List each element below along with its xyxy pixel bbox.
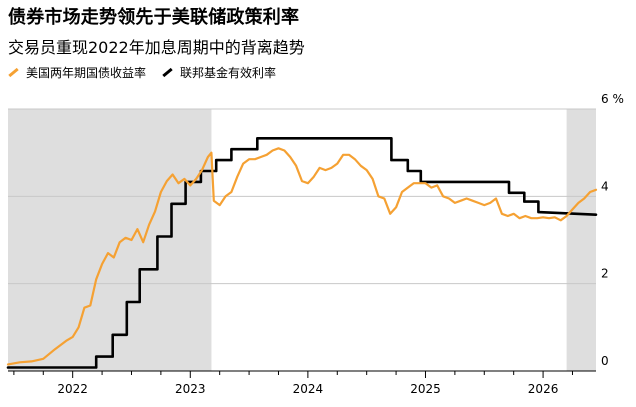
legend: 美国两年期国债收益率 联邦基金有效利率 [8, 64, 292, 81]
shaded-periods [8, 109, 596, 371]
y-tick-label: 6 % [601, 92, 624, 106]
series-line-fed-funds [6, 137, 598, 369]
y-axis: 6 % 4 2 0 [601, 92, 624, 368]
legend-item-fed-funds: 联邦基金有效利率 [162, 64, 276, 81]
chart-subtitle: 交易员重现2022年加息周期中的背离趋势 [8, 38, 305, 57]
y-tick-label: 2 [601, 267, 609, 281]
legend-item-treasury: 美国两年期国债收益率 [8, 64, 146, 81]
gridlines [8, 108, 596, 285]
x-tick-label: 2022 [57, 382, 88, 396]
x-tick-label: 2025 [410, 382, 441, 396]
legend-label-fed-funds: 联邦基金有效利率 [180, 66, 277, 80]
shaded-period-1 [566, 109, 596, 371]
x-tick-label: 2026 [528, 382, 559, 396]
x-tick-label: 2024 [293, 382, 324, 396]
y-tick-label: 0 [601, 354, 609, 368]
x-tick-label: 2023 [175, 382, 206, 396]
y-tick-label: 4 [601, 179, 609, 193]
series-line-treasury [6, 147, 598, 366]
x-axis: 2022 2023 2024 2025 2026 [13, 371, 573, 396]
series-lines [6, 137, 598, 369]
shaded-period-0 [8, 109, 212, 371]
chart-title: 债券市场走势领先于美联储政策利率 [8, 7, 300, 28]
legend-label-treasury: 美国两年期国债收益率 [26, 66, 147, 80]
